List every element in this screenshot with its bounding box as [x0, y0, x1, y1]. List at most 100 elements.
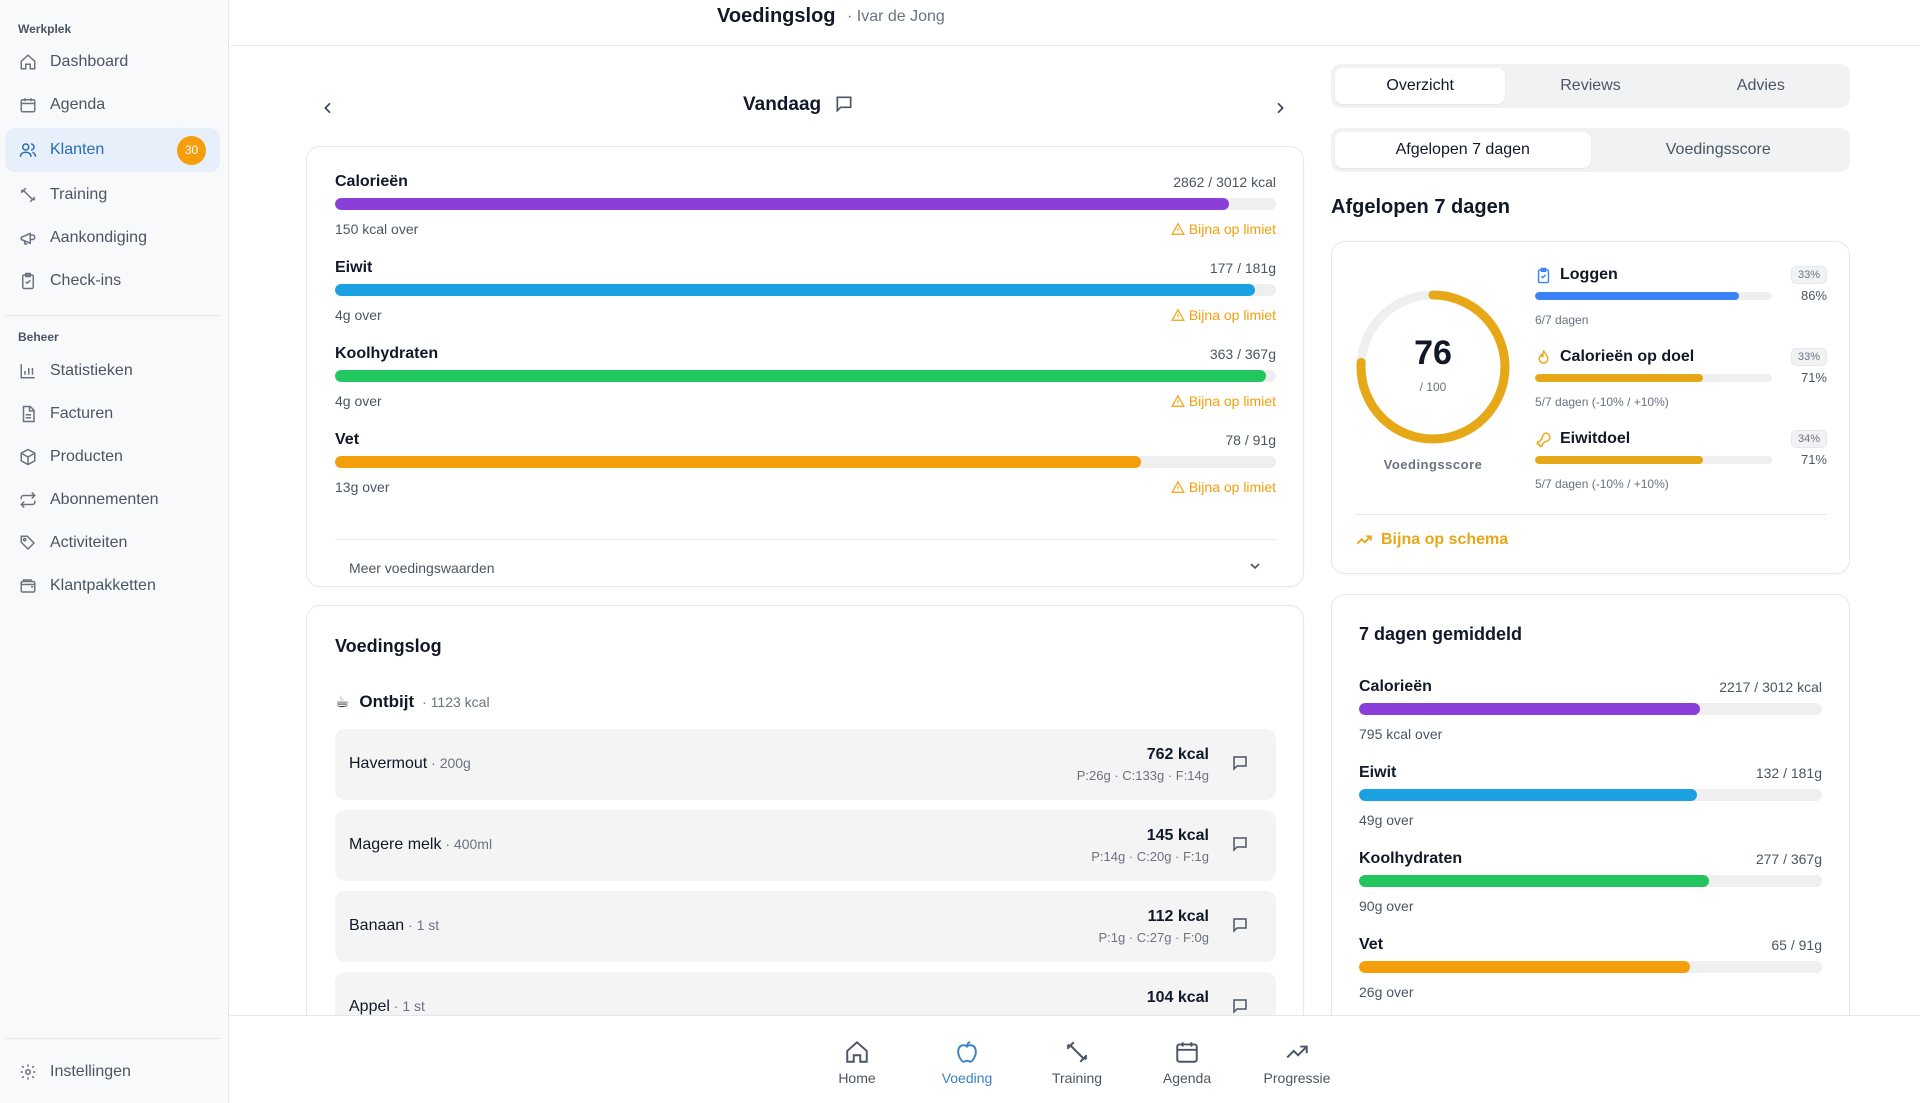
sidebar-item-check-ins[interactable]: Check-ins	[5, 259, 220, 303]
comment-icon[interactable]	[1231, 754, 1249, 772]
day-comment-button[interactable]	[834, 94, 854, 114]
tab-overzicht[interactable]: Overzicht	[1335, 68, 1506, 104]
sidebar-item-dashboard[interactable]: Dashboard	[5, 40, 220, 84]
sidebar-item-agenda[interactable]: Agenda	[5, 83, 220, 127]
metric-name: Loggen	[1560, 266, 1618, 283]
sidebar-section-manage: Beheer	[18, 330, 59, 344]
food-macros: P:1g · C:27g · F:0g	[1098, 930, 1209, 945]
macro-name: Calorieën	[335, 173, 408, 190]
avg-value: 132 / 181g	[1755, 765, 1822, 781]
nav-label: Progressie	[1263, 1070, 1331, 1086]
card-divider	[335, 539, 1275, 540]
macro-progress-fill	[335, 198, 1229, 210]
chevron-right-icon	[1272, 100, 1288, 116]
metric-sub: 5/7 dagen (-10% / +10%)	[1535, 395, 1669, 409]
more-nutrients-toggle[interactable]: Meer voedingswaarden	[349, 560, 495, 576]
food-item[interactable]: Magere melk · 400ml 145 kcal P:14g · C:2…	[335, 810, 1276, 881]
users-icon	[19, 141, 37, 159]
tab-advies[interactable]: Advies	[1736, 77, 1785, 94]
sidebar-item-training[interactable]: Training	[5, 173, 220, 217]
meal-name: Ontbijt	[359, 692, 415, 711]
avg-value: 65 / 91g	[1771, 937, 1822, 953]
right-tabs: Overzicht Reviews Advies	[1331, 64, 1850, 108]
metric-header: Eiwitdoel	[1535, 430, 1630, 448]
sidebar-item-producten[interactable]: Producten	[5, 435, 220, 479]
food-name: Banaan · 1 st	[349, 917, 439, 935]
metric-weight-badge: 33%	[1790, 348, 1827, 366]
macro-progress-fill	[335, 456, 1142, 468]
chevron-down-icon[interactable]	[1247, 558, 1263, 574]
sidebar-item-klanten[interactable]: Klanten 30	[5, 128, 220, 172]
food-amount: · 200g	[427, 755, 471, 771]
food-name: Havermout · 200g	[349, 755, 471, 773]
averages-card	[1331, 594, 1850, 1054]
averages-title: 7 dagen gemiddeld	[1359, 624, 1523, 644]
macro-over: 13g over	[335, 479, 390, 495]
dumbbell-icon	[19, 186, 37, 204]
macro-warning: Bijna op limiet	[1171, 307, 1276, 323]
avg-progress-fill	[1359, 789, 1697, 801]
sidebar-item-aankondiging[interactable]: Aankondiging	[5, 216, 220, 260]
warning-icon	[1171, 308, 1185, 322]
nav-progressie[interactable]: Progressie	[1252, 1038, 1342, 1086]
sidebar-item-label: Instellingen	[50, 1063, 131, 1080]
meal-header-breakfast: ☕ Ontbijt · 1123 kcal	[335, 692, 490, 712]
subtab-last-7-days[interactable]: Afgelopen 7 dagen	[1335, 132, 1591, 168]
right-subtabs: Afgelopen 7 dagen Voedingsscore	[1331, 128, 1850, 172]
metric-progress-track	[1535, 374, 1772, 382]
metric-header: Calorieën op doel	[1535, 348, 1694, 366]
food-name-text: Appel	[349, 998, 390, 1015]
previous-day-button[interactable]	[314, 94, 342, 122]
food-log-title: Voedingslog	[335, 636, 442, 656]
sidebar-item-statistieken[interactable]: Statistieken	[5, 349, 220, 393]
avg-name: Vet	[1359, 936, 1384, 953]
comment-icon[interactable]	[1231, 835, 1249, 853]
status-indicator: Bijna op schema	[1355, 531, 1508, 549]
sidebar-item-facturen[interactable]: Facturen	[5, 392, 220, 436]
clients-count-badge: 30	[177, 135, 206, 165]
avg-progress-fill	[1359, 875, 1709, 887]
day-title: Vandaag	[743, 94, 822, 115]
avg-name: Koolhydraten	[1359, 850, 1463, 867]
sidebar-item-abonnementen[interactable]: Abonnementen	[5, 478, 220, 522]
food-item[interactable]: Havermout · 200g 762 kcal P:26g · C:133g…	[335, 729, 1276, 800]
avg-value: 2217 / 3012 kcal	[1719, 679, 1822, 695]
metric-progress-fill	[1535, 456, 1704, 464]
tab-reviews[interactable]: Reviews	[1560, 77, 1621, 94]
nav-voeding[interactable]: Voeding	[922, 1038, 1012, 1086]
food-amount: · 400ml	[441, 836, 493, 852]
comment-icon[interactable]	[1231, 916, 1249, 934]
nav-label: Agenda	[1162, 1070, 1212, 1086]
nav-training[interactable]: Training	[1032, 1038, 1122, 1086]
calendar-icon	[1174, 1038, 1200, 1066]
sidebar-item-label: Facturen	[50, 405, 114, 422]
food-amount: · 1 st	[404, 917, 440, 933]
next-day-button[interactable]	[1266, 94, 1294, 122]
metric-progress-track	[1535, 292, 1772, 300]
metric-weight-badge: 33%	[1790, 266, 1827, 284]
comment-icon[interactable]	[1231, 997, 1249, 1015]
macro-progress-track	[335, 370, 1276, 382]
sidebar-item-instellingen[interactable]: Instellingen	[5, 1050, 220, 1094]
nav-label: Home	[838, 1070, 876, 1086]
food-kcal: 112 kcal	[1147, 908, 1209, 925]
nav-home[interactable]: Home	[812, 1038, 902, 1086]
warning-icon	[1171, 480, 1185, 494]
avg-progress-fill	[1359, 703, 1700, 715]
metric-header: Loggen	[1535, 266, 1618, 284]
subtab-nutrition-score[interactable]: Voedingsscore	[1665, 141, 1771, 158]
nav-agenda[interactable]: Agenda	[1142, 1038, 1232, 1086]
meal-kcal: · 1123 kcal	[422, 694, 490, 710]
macro-over: 4g over	[335, 393, 382, 409]
food-name-text: Havermout	[349, 755, 428, 772]
food-item[interactable]: Banaan · 1 st 112 kcal P:1g · C:27g · F:…	[335, 891, 1276, 962]
sidebar-item-label: Producten	[50, 448, 123, 465]
sidebar-item-activiteiten[interactable]: Activiteiten	[5, 521, 220, 565]
sidebar-item-label: Training	[50, 186, 108, 203]
clipboard-icon	[19, 272, 37, 290]
metric-percent: 86%	[1800, 288, 1827, 303]
score-label: Voedingsscore	[1383, 457, 1483, 472]
sidebar-item-klantpakketten[interactable]: Klantpakketten	[5, 564, 220, 608]
home-icon	[19, 53, 37, 71]
sidebar-item-label: Statistieken	[50, 362, 133, 379]
